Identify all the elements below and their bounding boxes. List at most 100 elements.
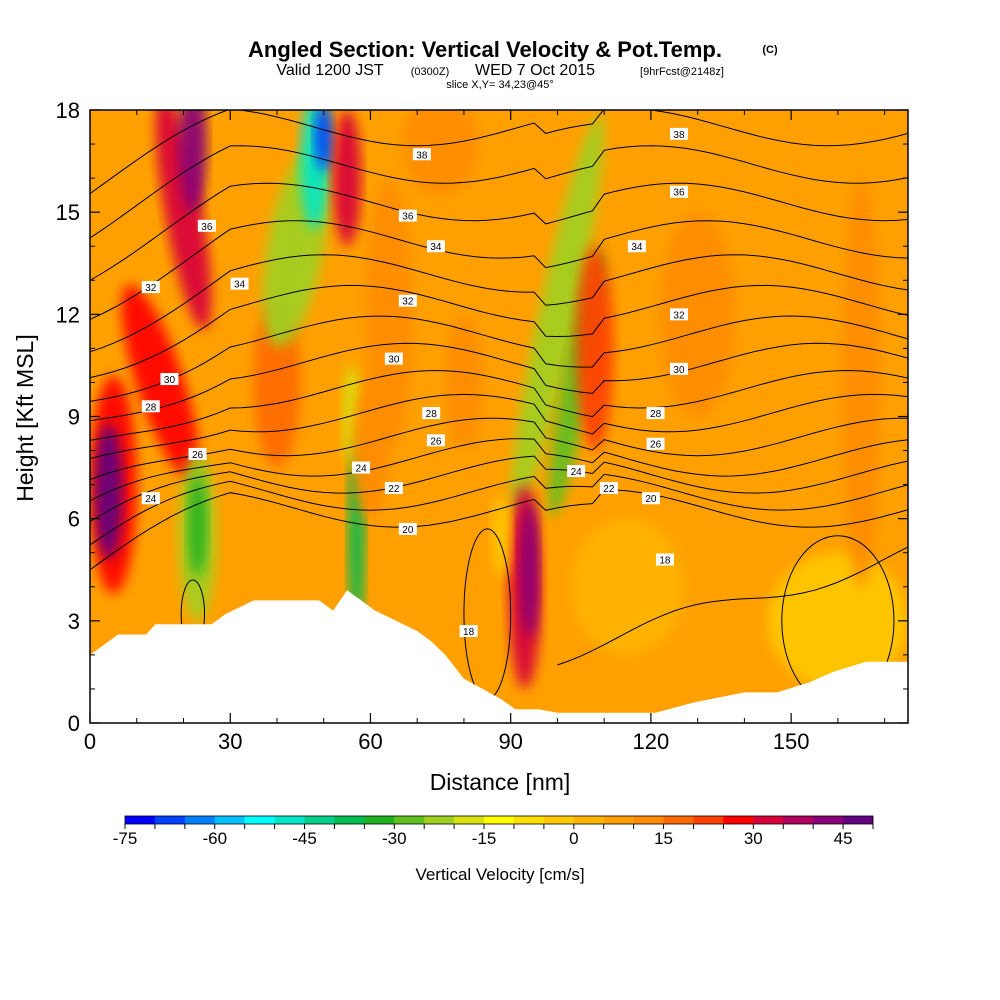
theta-contour xyxy=(90,220,908,320)
slice-info: slice X,Y= 34,23@45° xyxy=(446,79,554,91)
colorbar-swatch xyxy=(304,816,335,824)
field-cell xyxy=(491,494,511,577)
contour-label: 24 xyxy=(567,464,586,478)
contour-labels: 38 38 36 36 36 34 34 34 32 32 32 30 30 30 28 28 28 26 26 26… xyxy=(141,127,688,638)
theta-contour xyxy=(90,145,908,239)
field-cell xyxy=(571,518,684,655)
colorbar-swatch xyxy=(603,816,634,824)
theta-contour xyxy=(90,438,908,502)
theta-contour xyxy=(90,182,908,281)
contour-label: 18 xyxy=(655,553,674,567)
contour-label: 28 xyxy=(141,400,160,413)
colorbar-swatch xyxy=(753,816,784,824)
valid-date: WED 7 Oct 2015 xyxy=(475,62,595,79)
contour-label: 18 xyxy=(459,625,478,638)
contour-label-text: 32 xyxy=(673,310,685,321)
contour-label-text: 34 xyxy=(631,242,643,253)
colorbar-title: Vertical Velocity [cm/s] xyxy=(415,865,584,884)
contour-label-text: 22 xyxy=(603,484,615,495)
contour-label: 36 xyxy=(669,185,688,199)
field-cell xyxy=(155,110,212,330)
colorbar-swatch xyxy=(125,816,156,824)
chart-title: Angled Section: Vertical Velocity & Pot.… xyxy=(248,37,722,62)
contour-label-text: 26 xyxy=(650,440,662,451)
colorbar-swatch xyxy=(663,816,694,824)
contour-label-text: 24 xyxy=(571,467,583,478)
colorbar-tick-label: -60 xyxy=(202,829,227,848)
colorbar-swatch xyxy=(274,816,305,824)
y-tick-label: 9 xyxy=(68,405,80,430)
contour-label: 22 xyxy=(384,482,403,495)
field-cell xyxy=(333,110,362,247)
contour-label: 32 xyxy=(669,308,688,321)
x-tick-label: 60 xyxy=(358,729,382,754)
contour-label: 38 xyxy=(669,127,688,141)
contour-label: 34 xyxy=(627,240,646,253)
contour-label: 32 xyxy=(141,281,160,294)
field-cell xyxy=(121,285,199,480)
colorbar-swatch xyxy=(633,816,664,824)
colorbar-swatch xyxy=(693,816,724,824)
theta-contour xyxy=(90,254,908,353)
theta-contour xyxy=(90,342,908,422)
colorbar-tick-label: 0 xyxy=(569,829,578,848)
colorbar-swatch xyxy=(244,816,275,824)
contour-label: 34 xyxy=(426,240,445,253)
field-cell xyxy=(403,110,478,196)
colorbar-swatch xyxy=(184,816,216,824)
contour-label-text: 28 xyxy=(426,409,438,420)
chart-title-suffix: (C) xyxy=(762,44,778,56)
contour-label: 24 xyxy=(352,461,371,475)
contour-label-text: 36 xyxy=(673,188,685,199)
contour-label: 30 xyxy=(669,362,688,376)
colorbar-swatch xyxy=(843,816,874,824)
contour-label-text: 32 xyxy=(145,283,157,294)
contour-label-text: 30 xyxy=(673,365,685,376)
colorbar-swatch xyxy=(424,816,455,824)
theta-contour xyxy=(90,473,908,546)
field-cell xyxy=(178,110,207,213)
field-cell xyxy=(520,501,539,638)
x-tick-label: 0 xyxy=(84,729,96,754)
y-tick-label: 3 xyxy=(68,609,80,634)
contour-label: 28 xyxy=(422,407,441,420)
x-tick-label: 150 xyxy=(773,729,810,754)
colorbar-swatch xyxy=(783,816,814,824)
forecast-info: [9hrFcst@2148z] xyxy=(640,66,724,78)
colorbar-tick-label: 15 xyxy=(654,829,673,848)
y-tick-label: 6 xyxy=(68,507,80,532)
field-cell xyxy=(188,474,207,577)
contour-label: 26 xyxy=(188,447,207,461)
colorbar-tick-label: -30 xyxy=(382,829,407,848)
field-cell xyxy=(351,382,390,519)
contour-label-text: 22 xyxy=(388,484,400,495)
contour-label: 30 xyxy=(384,352,403,366)
contour-label-text: 38 xyxy=(673,130,685,141)
field-cell xyxy=(576,246,614,451)
contour-label-text: 32 xyxy=(402,297,414,308)
x-tick-label: 120 xyxy=(633,729,670,754)
colorbar-swatch xyxy=(813,816,844,824)
plot-area: 38 38 36 36 36 34 34 34 32 32 32 30 30 30 28 28 28 26 26 26… xyxy=(90,110,908,723)
contour-label: 22 xyxy=(599,482,618,495)
contour-label: 38 xyxy=(412,148,431,161)
contour-label-text: 30 xyxy=(164,375,176,386)
contour-label-text: 24 xyxy=(145,494,157,505)
y-tick-label: 0 xyxy=(68,711,80,736)
colorbar-tick-label: 45 xyxy=(834,829,853,848)
valid-zulu: (0300Z) xyxy=(411,66,450,78)
contour-label: 36 xyxy=(197,219,216,233)
contour-label-text: 30 xyxy=(388,355,400,366)
colorbar-swatch xyxy=(214,816,245,824)
field-cell xyxy=(314,110,334,172)
contour-label-text: 18 xyxy=(659,556,671,567)
colorbar-swatch xyxy=(454,816,485,824)
x-axis-title: Distance [nm] xyxy=(430,769,571,795)
contour-label-text: 26 xyxy=(192,450,204,461)
y-tick-label: 12 xyxy=(56,302,80,327)
colorbar: -75 -60 -45 -30 -15 0 15 30 45 xyxy=(113,815,874,848)
contour-label-text: 28 xyxy=(650,409,662,420)
contour-label: 26 xyxy=(426,434,445,447)
contour-label-text: 26 xyxy=(430,436,442,447)
